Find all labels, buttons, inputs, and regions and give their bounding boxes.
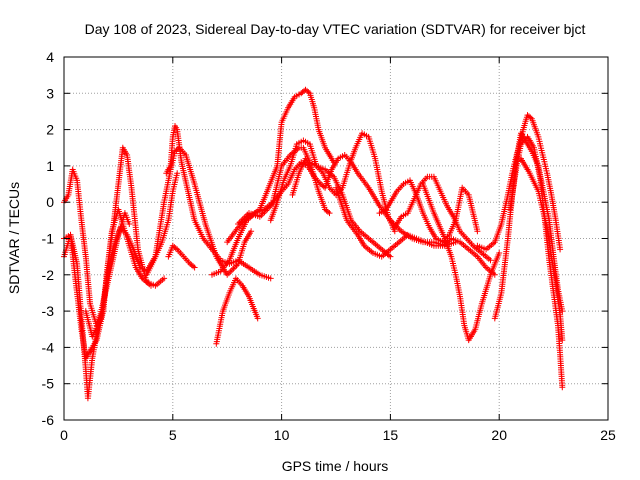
series-markers (165, 242, 198, 271)
y-tick-label: -2 (42, 267, 55, 283)
x-tick-label: 15 (383, 427, 399, 443)
series-markers (333, 184, 498, 278)
series-trace-15 (376, 177, 481, 246)
x-tick-label: 25 (600, 427, 616, 443)
series-trace-21 (518, 155, 566, 344)
x-tick-label: 20 (491, 427, 507, 443)
series-markers (213, 275, 261, 347)
y-tick-label: 4 (46, 49, 54, 65)
grid-lines (64, 57, 608, 420)
series-trace-7 (165, 242, 198, 271)
y-tick-label: -6 (42, 412, 55, 428)
series-markers (82, 170, 181, 340)
series-markers (163, 123, 274, 282)
series-markers (267, 130, 398, 235)
axis-ticks (63, 56, 609, 421)
y-tick-label: 1 (46, 158, 54, 174)
y-tick-label: -4 (42, 339, 55, 355)
series-trace-10 (224, 86, 337, 246)
series-trace-16 (391, 173, 494, 264)
series-trace-8 (213, 275, 261, 347)
series-markers (376, 177, 481, 246)
x-tick-label: 5 (169, 427, 177, 443)
chart-title: Day 108 of 2023, Sidereal Day-to-day VTE… (85, 21, 586, 37)
series-trace-17 (420, 181, 503, 344)
y-tick-label: -5 (42, 376, 55, 392)
series-markers (391, 173, 494, 264)
series-trace-4 (82, 170, 181, 340)
y-tick-label: -1 (42, 231, 55, 247)
series-trace-12 (267, 130, 398, 235)
x-tick-labels: 0 5 10 15 20 25 (60, 427, 616, 443)
y-axis-label: SDTVAR / TECUs (6, 182, 22, 294)
series-trace-6 (163, 123, 274, 282)
x-axis-label: GPS time / hours (282, 458, 389, 474)
y-tick-label: 2 (46, 122, 54, 138)
x-tick-label: 0 (60, 427, 68, 443)
series-trace-14 (333, 184, 498, 278)
y-tick-label: 3 (46, 85, 54, 101)
series-markers (289, 155, 333, 217)
series-markers (420, 181, 503, 344)
y-tick-label: 0 (46, 194, 54, 210)
series-markers (518, 155, 566, 344)
y-tick-labels: -6 -5 -4 -3 -2 -1 0 1 2 3 4 (42, 49, 55, 428)
series-trace-13 (289, 155, 333, 217)
x-tick-label: 10 (274, 427, 290, 443)
series-markers (224, 86, 337, 246)
y-tick-label: -3 (42, 303, 55, 319)
